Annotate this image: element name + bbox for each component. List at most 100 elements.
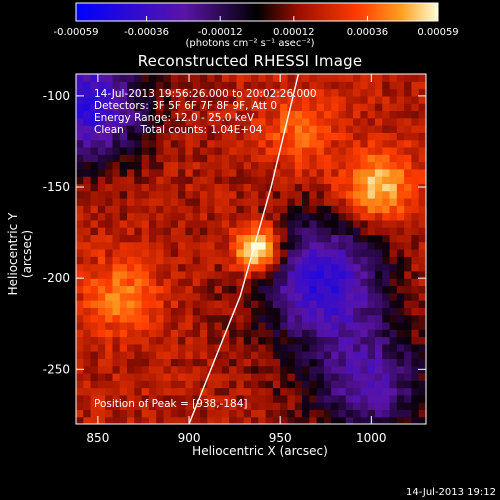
heatmap-cell [345,329,354,338]
heatmap-cell [163,110,172,119]
heatmap-cell [272,372,281,381]
heatmap-cell [192,416,201,424]
heatmap-cell [119,234,128,243]
heatmap-cell [156,103,165,112]
heatmap-cell [272,117,281,126]
heatmap-cell [163,394,172,403]
heatmap-cell [207,219,216,228]
heatmap-cell [360,234,369,243]
heatmap-cell [229,358,238,367]
heatmap-cell [287,409,296,418]
heatmap-cell [243,278,252,287]
heatmap-cell [258,154,267,163]
heatmap-cell [163,125,172,133]
heatmap-cell [331,88,340,97]
heatmap-cell [374,351,383,359]
heatmap-cell [374,321,383,330]
heatmap-cell [170,300,179,308]
heatmap-cell [199,219,208,228]
heatmap-cell [148,117,157,126]
heatmap-cell [148,292,157,301]
heatmap-cell [192,88,201,97]
heatmap-cell [97,227,106,236]
heatmap-cell [345,168,354,177]
heatmap-cell [185,103,194,112]
heatmap-cell [316,256,325,265]
heatmap-cell [105,117,114,126]
heatmap-cell [192,212,201,221]
heatmap-cell [105,241,114,250]
heatmap-cell [345,205,354,214]
heatmap-cell [396,336,405,345]
heatmap-cell [360,416,369,424]
heatmap-cell [294,394,303,403]
heatmap-cell [90,227,99,236]
heatmap-cell [280,314,289,323]
heatmap-cell [76,190,84,199]
heatmap-cell [229,372,238,381]
heatmap-cell [112,197,121,206]
heatmap-cell [185,176,194,184]
heatmap-cell [345,146,354,155]
heatmap-cell [323,117,332,126]
heatmap-cell [251,88,259,97]
heatmap-cell [243,74,252,82]
heatmap-cell [199,88,208,97]
heatmap-cell [389,358,398,367]
heatmap-cell [163,270,172,279]
heatmap-cell [76,358,84,367]
heatmap-cell [229,394,238,403]
heatmap-cell [287,314,296,323]
heatmap-cell [76,168,84,177]
heatmap-cell [280,300,289,308]
heatmap-cell [302,380,310,389]
heatmap-cell [367,197,376,206]
heatmap-cell [294,336,303,345]
heatmap-cell [287,292,296,301]
heatmap-cell [127,88,135,97]
heatmap-cell [265,249,274,257]
heatmap-cell [127,372,135,381]
heatmap-cell [316,263,325,272]
heatmap-cell [199,416,208,424]
heatmap-cell [156,380,165,389]
heatmap-cell [323,110,332,119]
heatmap-cell [97,270,106,279]
heatmap-cell [367,241,376,250]
heatmap-cell [119,205,128,214]
heatmap-cell [76,110,84,119]
heatmap-cell [360,205,369,214]
heatmap-cell [251,227,259,236]
heatmap-cell [112,329,121,338]
heatmap-cell [382,278,391,287]
heatmap-cell [156,329,165,338]
heatmap-cell [287,110,296,119]
heatmap-cell [265,95,274,104]
heatmap-cell [258,241,267,250]
heatmap-cell [294,110,303,119]
heatmap-cell [156,336,165,345]
heatmap-cell [243,176,252,184]
heatmap-cell [367,402,376,411]
heatmap-cell [76,88,84,97]
heatmap-cell [258,110,267,119]
heatmap-cell [323,416,332,424]
heatmap-cell [367,351,376,359]
heatmap-cell [374,183,383,192]
heatmap-cell [396,219,405,228]
heatmap-cell [229,146,238,155]
heatmap-cell [156,88,165,97]
heatmap-cell [302,81,310,90]
heatmap-cell [236,212,245,221]
heatmap-cell [156,176,165,184]
heatmap-cell [83,285,92,294]
heatmap-cell [353,329,361,338]
heatmap-cell [243,343,252,352]
heatmap-cell [207,197,216,206]
heatmap-cell [309,146,318,155]
heatmap-cell [345,285,354,294]
heatmap-cell [367,256,376,265]
heatmap-cell [294,241,303,250]
heatmap-cell [294,314,303,323]
heatmap-cell [309,256,318,265]
